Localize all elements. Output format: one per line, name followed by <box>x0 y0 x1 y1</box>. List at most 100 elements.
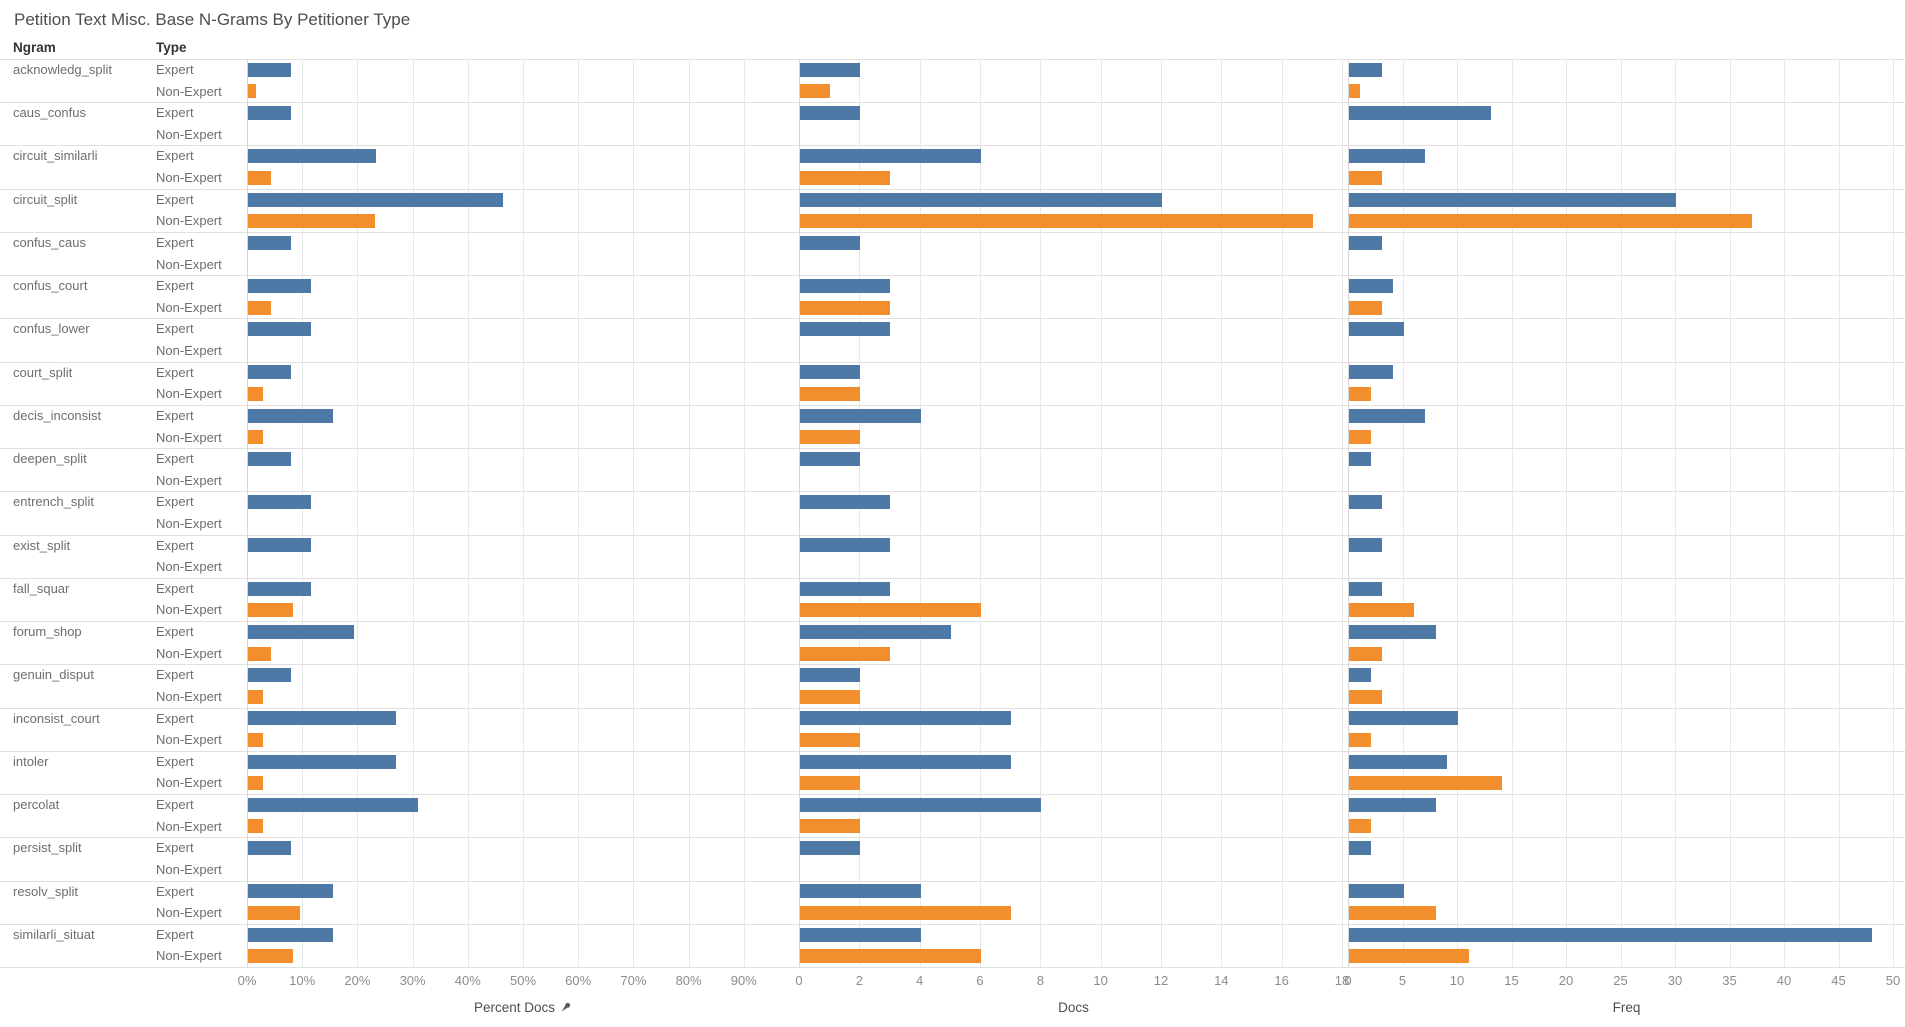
row-label-type[interactable]: Non-Expert <box>156 688 222 704</box>
bar-expert[interactable] <box>800 495 891 510</box>
row-label-ngram[interactable]: acknowledg_split <box>13 62 113 77</box>
row-label-ngram[interactable]: intoler <box>13 753 49 769</box>
row-label-type[interactable]: Expert <box>156 407 194 423</box>
bar-expert[interactable] <box>1349 62 1382 77</box>
bar-expert[interactable] <box>248 451 291 466</box>
bar-non-expert[interactable] <box>800 819 861 834</box>
bar-expert[interactable] <box>1349 927 1873 942</box>
row-label-type[interactable]: Non-Expert <box>156 386 222 402</box>
row-label-type[interactable]: Non-Expert <box>156 861 222 877</box>
bar-expert[interactable] <box>248 538 312 553</box>
row-label-type[interactable]: Non-Expert <box>156 343 222 359</box>
bar-non-expert[interactable] <box>248 387 263 402</box>
bar-non-expert[interactable] <box>1349 689 1382 704</box>
row-label-type[interactable]: Expert <box>156 191 194 207</box>
bar-expert[interactable] <box>1349 106 1491 121</box>
bar-expert[interactable] <box>248 581 312 596</box>
bar-non-expert[interactable] <box>800 646 891 661</box>
bar-expert[interactable] <box>1349 581 1382 596</box>
bar-non-expert[interactable] <box>248 84 256 99</box>
row-label-type[interactable]: Expert <box>156 148 194 164</box>
bar-non-expert[interactable] <box>800 300 891 315</box>
bar-non-expert[interactable] <box>800 387 861 402</box>
bar-non-expert[interactable] <box>248 949 293 964</box>
row-label-ngram[interactable]: forum_shop <box>13 624 82 640</box>
bar-expert[interactable] <box>800 235 861 250</box>
bar-non-expert[interactable] <box>1349 170 1382 185</box>
row-label-type[interactable]: Expert <box>156 234 194 250</box>
bar-expert[interactable] <box>800 668 861 683</box>
bar-expert[interactable] <box>248 754 397 769</box>
bar-expert[interactable] <box>248 365 291 380</box>
bar-non-expert[interactable] <box>1349 214 1753 229</box>
bar-non-expert[interactable] <box>800 905 1012 920</box>
bar-expert[interactable] <box>248 884 333 899</box>
bar-non-expert[interactable] <box>800 214 1313 229</box>
row-label-ngram[interactable]: genuin_disput <box>13 667 94 683</box>
bar-expert[interactable] <box>248 668 291 683</box>
bar-expert[interactable] <box>248 408 333 423</box>
row-label-type[interactable]: Non-Expert <box>156 948 222 964</box>
row-label-type[interactable]: Non-Expert <box>156 256 222 272</box>
bar-non-expert[interactable] <box>1349 300 1382 315</box>
row-label-ngram[interactable]: fall_squar <box>13 580 70 596</box>
bar-expert[interactable] <box>800 62 861 77</box>
bar-non-expert[interactable] <box>800 84 831 99</box>
bar-non-expert[interactable] <box>800 733 861 747</box>
bar-non-expert[interactable] <box>1349 776 1502 791</box>
bar-expert[interactable] <box>1349 624 1437 639</box>
bar-expert[interactable] <box>248 927 333 942</box>
row-label-type[interactable]: Expert <box>156 753 194 769</box>
row-label-type[interactable]: Expert <box>156 321 194 337</box>
bar-non-expert[interactable] <box>248 646 271 661</box>
bar-non-expert[interactable] <box>248 214 375 229</box>
bar-expert[interactable] <box>800 884 921 899</box>
row-label-ngram[interactable]: persist_split <box>13 840 82 856</box>
row-label-ngram[interactable]: similarli_situat <box>13 926 95 942</box>
row-label-type[interactable]: Expert <box>156 667 194 683</box>
row-label-type[interactable]: Non-Expert <box>156 429 222 445</box>
row-label-ngram[interactable]: caus_confus <box>13 105 86 121</box>
bar-expert[interactable] <box>248 192 504 207</box>
bar-expert[interactable] <box>1349 538 1382 553</box>
bar-expert[interactable] <box>1349 322 1404 337</box>
bar-expert[interactable] <box>1349 754 1448 769</box>
row-label-type[interactable]: Expert <box>156 926 194 942</box>
row-label-type[interactable]: Non-Expert <box>156 645 222 661</box>
bar-expert[interactable] <box>800 538 891 553</box>
row-label-type[interactable]: Non-Expert <box>156 126 222 142</box>
bar-expert[interactable] <box>800 322 891 337</box>
bar-expert[interactable] <box>248 797 419 812</box>
bar-expert[interactable] <box>800 581 891 596</box>
row-label-ngram[interactable]: entrench_split <box>13 494 94 510</box>
bar-expert[interactable] <box>800 365 861 380</box>
pinned-axis-pin-icon[interactable] <box>559 1001 572 1014</box>
bar-expert[interactable] <box>248 711 397 726</box>
bar-expert[interactable] <box>800 451 861 466</box>
bar-expert[interactable] <box>1349 192 1676 207</box>
row-label-ngram[interactable]: confus_lower <box>13 321 90 337</box>
bar-expert[interactable] <box>248 279 312 293</box>
row-label-ngram[interactable]: deepen_split <box>13 451 87 467</box>
row-label-type[interactable]: Non-Expert <box>156 213 222 229</box>
bar-expert[interactable] <box>248 322 312 337</box>
row-label-type[interactable]: Expert <box>156 537 194 553</box>
bar-non-expert[interactable] <box>248 689 263 704</box>
bar-expert[interactable] <box>800 754 1012 769</box>
bar-expert[interactable] <box>1349 884 1404 899</box>
bar-expert[interactable] <box>248 841 291 856</box>
bar-expert[interactable] <box>1349 495 1382 510</box>
bar-non-expert[interactable] <box>248 819 263 834</box>
bar-expert[interactable] <box>800 624 951 639</box>
bar-expert[interactable] <box>248 624 354 639</box>
row-label-ngram[interactable]: circuit_similarli <box>13 148 98 164</box>
bar-expert[interactable] <box>1349 279 1393 293</box>
bar-expert[interactable] <box>1349 797 1437 812</box>
bar-expert[interactable] <box>248 106 291 121</box>
bar-non-expert[interactable] <box>248 733 263 747</box>
row-label-ngram[interactable]: resolv_split <box>13 883 79 899</box>
row-label-type[interactable]: Expert <box>156 797 194 813</box>
bar-non-expert[interactable] <box>248 603 293 618</box>
bar-non-expert[interactable] <box>1349 430 1371 445</box>
row-label-ngram[interactable]: percolat <box>13 797 60 813</box>
